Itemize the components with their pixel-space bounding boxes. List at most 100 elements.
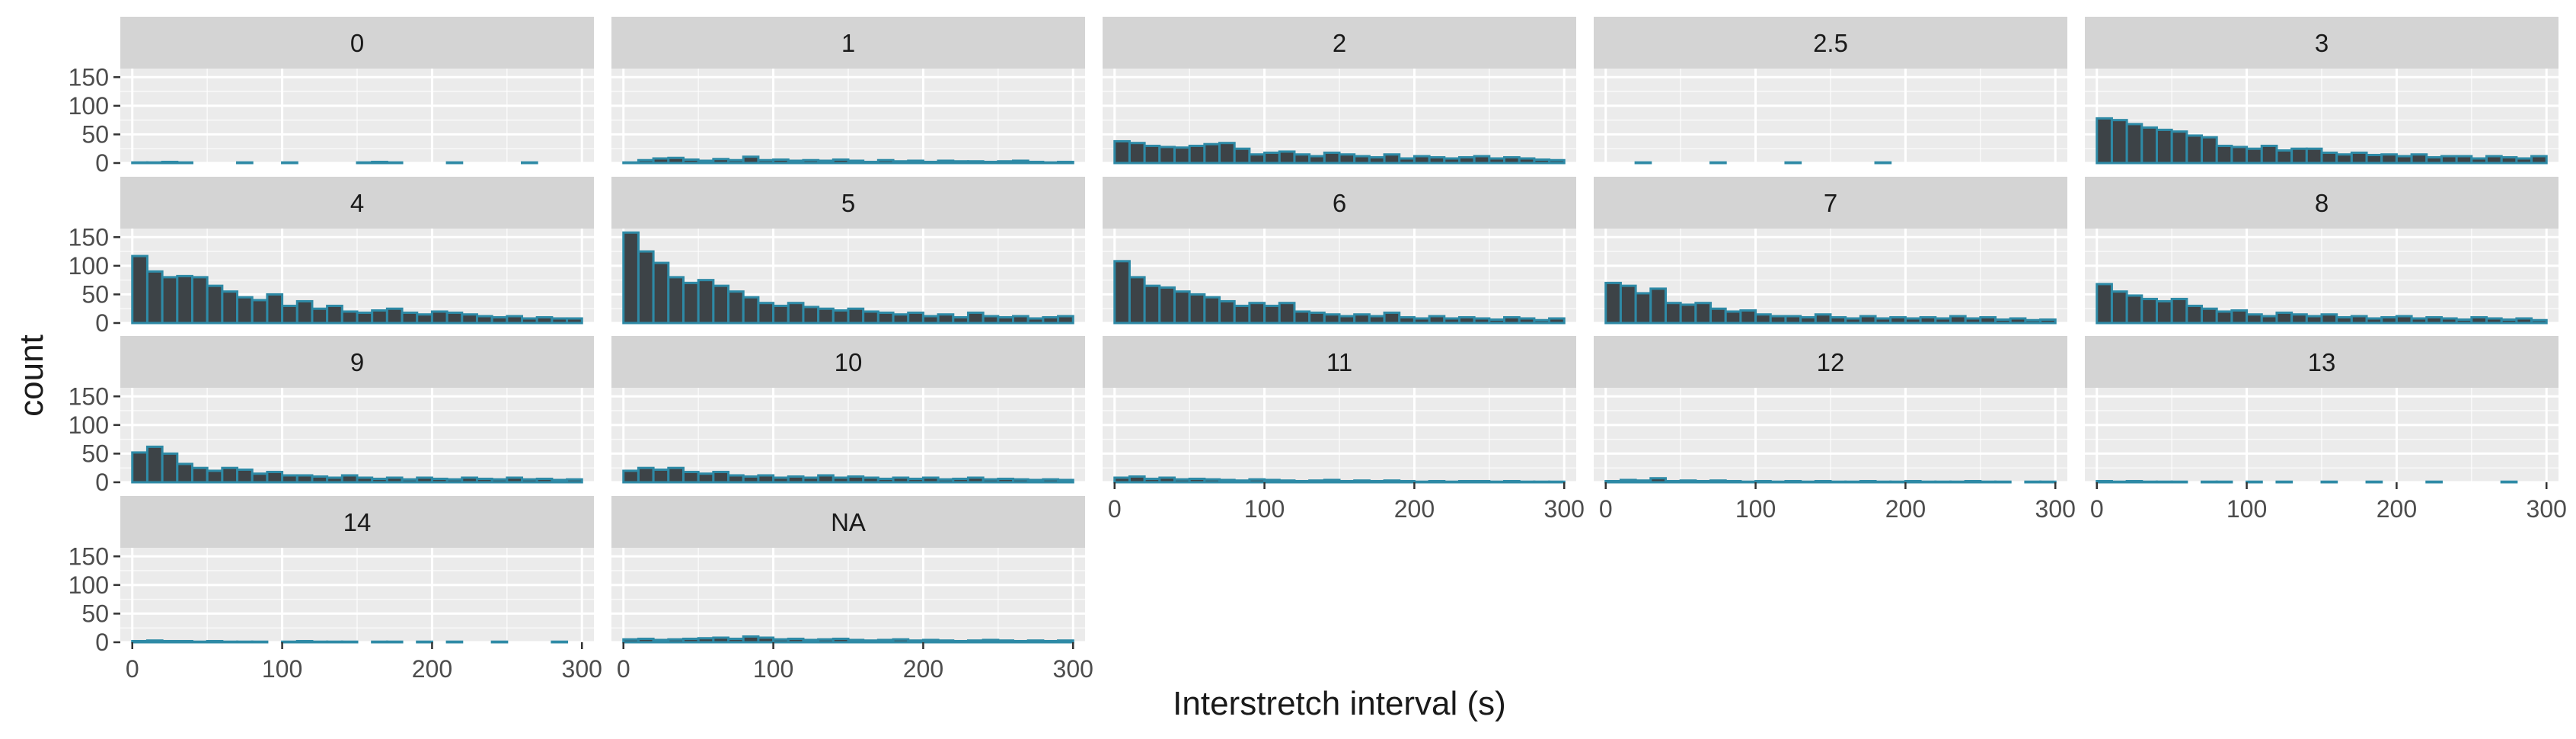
histogram-bar	[1248, 302, 1266, 325]
histogram-bar	[1664, 302, 1682, 325]
facet-strip	[611, 177, 1085, 229]
y-tick-label: 150	[69, 542, 109, 570]
y-tick-label: 150	[69, 223, 109, 251]
histogram-bar	[356, 476, 374, 484]
histogram-bar	[445, 478, 464, 484]
y-tick-label: 50	[81, 600, 109, 627]
histogram-bar	[2425, 155, 2443, 165]
histogram-bar	[2395, 315, 2413, 325]
histogram-bar	[371, 309, 388, 325]
histogram-bar	[1203, 296, 1221, 325]
histogram-bar	[2201, 136, 2218, 165]
x-tick-label: 200	[903, 655, 943, 683]
histogram-bar	[206, 639, 224, 644]
histogram-bar	[1934, 317, 1952, 325]
histogram-bar	[1383, 153, 1401, 165]
histogram-bar	[326, 476, 343, 484]
histogram-bar	[1548, 480, 1566, 484]
histogram-bar	[2140, 480, 2158, 484]
facet-strip-label: 1	[841, 29, 855, 57]
histogram-bar	[1904, 479, 1922, 484]
histogram-bar	[952, 160, 969, 165]
histogram-bar	[2185, 134, 2204, 165]
histogram-bar	[2395, 155, 2413, 165]
histogram-bar	[2515, 157, 2533, 165]
histogram-bar	[742, 635, 760, 644]
histogram-bar	[952, 315, 969, 325]
histogram-bar	[2290, 147, 2308, 165]
histogram-bar	[2170, 297, 2188, 325]
histogram-bar	[2155, 480, 2173, 484]
facet-panel: 2.5	[1594, 17, 2067, 165]
histogram-bar	[1042, 161, 1060, 165]
histogram-bar	[1709, 307, 1727, 325]
histogram-bar	[445, 640, 464, 644]
histogram-bar	[787, 159, 805, 165]
facet-strip	[1594, 177, 2067, 229]
histogram-bar	[2485, 155, 2503, 165]
histogram-bar	[712, 158, 730, 165]
histogram-bar	[2455, 318, 2473, 325]
facet-strip-label: 12	[1817, 348, 1845, 376]
histogram-bar	[371, 477, 388, 484]
histogram-bar	[997, 160, 1015, 165]
histogram-bar	[966, 311, 985, 325]
histogram-bar	[892, 476, 910, 484]
histogram-bar	[1784, 479, 1802, 484]
histogram-bar	[1173, 146, 1191, 165]
facet-panel: 5	[611, 177, 1085, 325]
histogram-bar	[652, 157, 670, 165]
histogram-bar	[535, 477, 554, 484]
histogram-bar	[371, 640, 388, 644]
histogram-bar	[1488, 480, 1506, 484]
histogram-bar	[1398, 479, 1416, 484]
x-tick-label: 100	[753, 655, 793, 683]
histogram-bar	[2140, 126, 2158, 165]
histogram-bar	[1934, 480, 1952, 484]
facet-strip-label: 6	[1333, 189, 1346, 217]
histogram-bar	[2410, 153, 2428, 165]
histogram-bar	[430, 477, 448, 484]
histogram-bar	[921, 315, 940, 325]
histogram-bar	[2515, 317, 2533, 325]
histogram-bar	[2215, 144, 2233, 165]
x-tick-label: 100	[2226, 495, 2267, 523]
histogram-bar	[817, 474, 835, 484]
histogram-bar	[2380, 315, 2398, 325]
histogram-bar	[1859, 479, 1877, 484]
histogram-bar	[802, 158, 820, 165]
histogram-bar	[521, 161, 538, 165]
histogram-bar	[1604, 479, 1622, 484]
histogram-bar	[1278, 302, 1296, 325]
histogram-bar	[1293, 153, 1311, 165]
histogram-bar	[847, 638, 865, 644]
histogram-bar	[1012, 639, 1029, 644]
histogram-bar	[1769, 480, 1787, 484]
histogram-bar	[281, 640, 298, 644]
x-tick-label: 300	[1053, 655, 1093, 683]
histogram-bar	[1634, 292, 1652, 325]
histogram-bar	[2275, 311, 2294, 325]
facet-strip-label: 0	[350, 29, 364, 57]
histogram-bar	[506, 315, 524, 325]
histogram-bar	[1012, 159, 1029, 165]
histogram-bar	[682, 470, 700, 484]
histogram-bar	[1188, 477, 1206, 484]
histogram-bar	[1488, 318, 1506, 325]
histogram-bar	[1143, 284, 1161, 325]
x-axis-label: Interstretch interval (s)	[1173, 685, 1506, 722]
histogram-bar	[2365, 317, 2383, 325]
histogram-bar	[326, 640, 343, 644]
histogram-bar	[727, 637, 745, 644]
histogram-bar	[2201, 480, 2218, 484]
facet-strip	[120, 17, 594, 69]
histogram-bar	[295, 639, 314, 644]
y-tick-label: 150	[69, 382, 109, 410]
histogram-bar	[445, 161, 464, 165]
histogram-bar	[535, 315, 554, 325]
histogram-bar	[1949, 480, 1967, 484]
histogram-bar	[787, 637, 805, 644]
histogram-bar	[2230, 309, 2249, 325]
histogram-bar	[2260, 144, 2278, 165]
histogram-bar	[251, 640, 269, 644]
